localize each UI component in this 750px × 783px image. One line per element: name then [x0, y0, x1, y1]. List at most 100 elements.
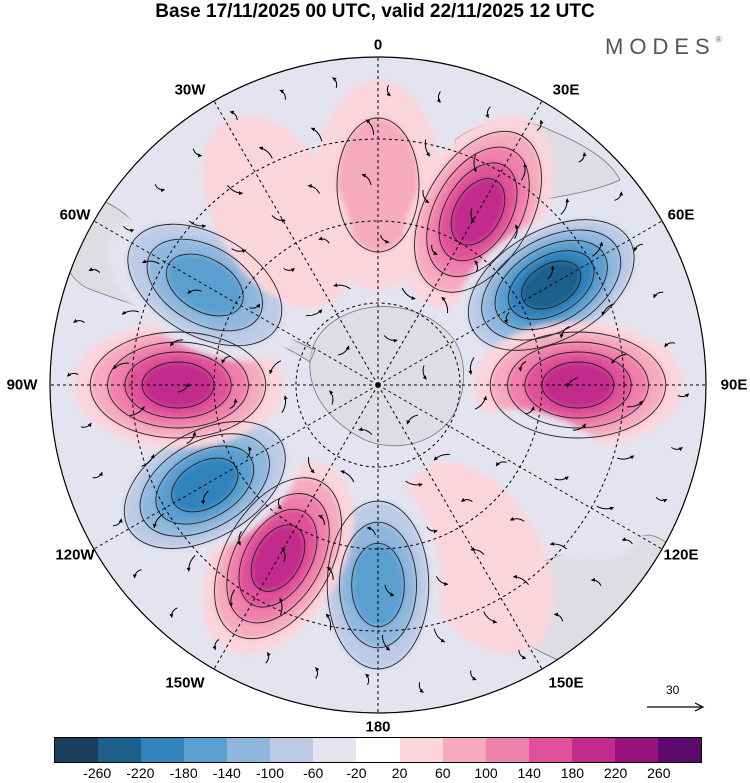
contour-line: [541, 361, 615, 409]
wind-arrow: [485, 106, 491, 119]
anomaly-contour-lines: [214, 477, 342, 640]
lon-label-60e: 60E: [667, 206, 695, 224]
wind-arrow: [509, 516, 525, 522]
latitude-circle: [295, 302, 461, 468]
contour-line: [494, 239, 608, 331]
wind-arrow: [268, 360, 282, 375]
wind-arrow: [318, 236, 330, 244]
wind-arrow: [468, 357, 475, 375]
wind-arrow: [441, 296, 449, 314]
wind-arrow: [470, 670, 477, 681]
anomaly-contour-lines: [326, 500, 430, 670]
wind-arrow: [365, 673, 370, 686]
wind-vectors: [66, 77, 690, 693]
colorbar-cell: [98, 738, 142, 762]
wind-arrow: [123, 225, 135, 233]
colorbar-tick-label: -140: [212, 765, 241, 781]
colorbar-cell: [141, 738, 185, 762]
wind-arrow: [365, 119, 375, 136]
contour-line: [171, 457, 239, 513]
wind-arrow: [611, 354, 627, 364]
wind-arrow: [265, 651, 271, 664]
contour-line: [107, 341, 249, 429]
wind-arrow: [187, 289, 202, 294]
wind-arrow: [384, 584, 395, 597]
wind-arrow: [677, 393, 690, 398]
contour-line: [489, 331, 667, 439]
anomaly-contour-lines: [127, 223, 283, 347]
wind-arrow: [221, 355, 231, 364]
wind-arrow: [554, 476, 569, 481]
wind-arrow: [671, 446, 683, 452]
wind-arrow: [192, 148, 203, 158]
wind-arrow: [229, 110, 238, 121]
wind-arrow: [433, 628, 446, 643]
wind-arrow: [306, 309, 323, 317]
lon-label-120w: 120W: [55, 546, 95, 564]
wind-arrow: [281, 547, 286, 562]
wind-arrow: [470, 547, 485, 555]
wind-arrow: [329, 390, 334, 405]
colorbar-cell: [485, 738, 529, 762]
colorbar-cell: [55, 738, 99, 762]
wind-arrow: [549, 541, 568, 550]
wind-arrow: [431, 244, 438, 255]
wind-arrow: [73, 318, 85, 324]
wind-arrow: [472, 154, 477, 173]
wind-arrow: [518, 361, 527, 372]
wind-arrow: [596, 505, 614, 511]
wind-arrow: [92, 471, 103, 479]
lon-label-90w: 90W: [6, 376, 38, 394]
wind-arrow: [326, 566, 334, 580]
wind-arrow: [228, 589, 236, 607]
contour-line: [326, 500, 430, 670]
anomaly-contour-lines: [89, 331, 267, 439]
wind-arrow: [381, 634, 391, 651]
wind-arrow: [188, 220, 207, 229]
wind-arrow: [231, 248, 247, 254]
wind-arrow: [386, 84, 391, 97]
anomaly-contour-lines: [336, 117, 420, 253]
contour-line: [338, 521, 418, 649]
colorbar-cell: [227, 738, 271, 762]
colorbar-tick-label: 140: [517, 765, 541, 781]
wind-arrow: [358, 427, 373, 435]
colorbar: [54, 737, 702, 763]
wind-arrow: [422, 190, 430, 204]
wind-arrow: [132, 569, 142, 579]
contour-line: [89, 331, 267, 439]
wind-arrow: [66, 372, 79, 377]
wind-arrow: [436, 91, 441, 103]
wind-arrow: [621, 537, 633, 545]
wind-arrow: [249, 303, 261, 309]
wind-arrow: [572, 423, 587, 431]
contour-line: [521, 260, 582, 310]
wind-arrow: [283, 267, 295, 273]
colorbar-tick-label: -180: [169, 765, 198, 781]
contour-line: [507, 250, 595, 320]
wind-arrow: [229, 398, 238, 409]
colorbar-cell: [184, 738, 228, 762]
wind-arrow: [383, 335, 398, 343]
wind-arrow: [559, 326, 570, 339]
contour-line: [507, 341, 649, 429]
colorbar-cell: [528, 738, 572, 762]
wind-arrow: [279, 89, 286, 100]
colorbar-cell: [442, 738, 486, 762]
wind-arrow: [520, 163, 528, 181]
wind-arrow: [142, 259, 160, 265]
wind-arrow: [418, 681, 424, 693]
wind-arrow: [310, 127, 323, 142]
wind-arrow: [525, 406, 535, 415]
colorbar-cell: [270, 738, 314, 762]
lon-label-150w: 150W: [165, 674, 205, 692]
contour-line: [214, 477, 342, 640]
wind-arrow: [366, 526, 376, 536]
wind-arrow: [113, 518, 123, 527]
contour-line: [250, 524, 306, 592]
wind-arrow: [566, 377, 579, 388]
lon-label-30w: 30W: [174, 81, 206, 99]
wind-arrow: [121, 310, 140, 315]
wind-arrow: [405, 480, 423, 487]
